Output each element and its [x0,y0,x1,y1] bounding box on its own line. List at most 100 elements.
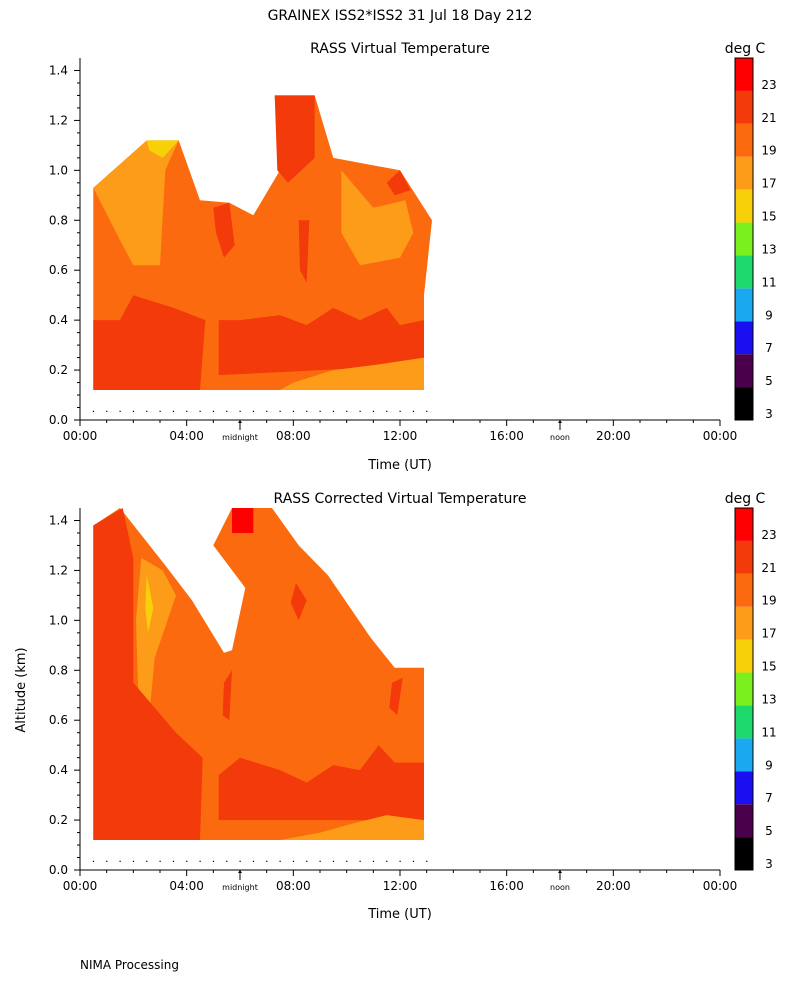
page-title: GRAINEX ISS2*ISS2 31 Jul 18 Day 212 [268,8,533,24]
colorbar-segment [735,288,753,322]
colorbar-segment [735,606,753,640]
sample-dot [399,860,401,862]
colorbar-segment [735,804,753,838]
sample-dot [399,410,401,412]
sample-dot [252,860,255,862]
sample-dot [92,410,95,412]
colorbar-segment [735,123,753,157]
colorbar-frame [734,57,754,421]
contour-region [213,202,235,258]
sample-dot [412,860,415,862]
sample-dot [372,410,375,412]
colorbar-tick-label: 13 [761,692,776,706]
time-marker-arrow [238,420,242,423]
y-tick-label: 0.8 [49,663,68,677]
x-tick-label: 08:00 [276,429,311,443]
contour-region [280,815,424,840]
colorbar-segment [735,639,753,673]
colorbar-tick-label: 11 [761,275,776,289]
colorbar-tick-label: 7 [765,791,773,805]
sample-dot [332,410,335,412]
colorbar-tick-label: 21 [761,561,776,575]
x-tick-label: 08:00 [276,879,311,893]
sample-dot [212,410,215,412]
time-marker-label: midnight [222,883,258,892]
y-tick-label: 1.2 [49,113,68,127]
sample-dot [266,860,268,862]
y-tick-label: 1.0 [49,613,68,627]
colorbar-tick-label: 17 [761,177,776,191]
sample-dot [172,410,175,412]
sample-dot [199,860,201,862]
contour-region [341,170,414,266]
colorbar-tick-label: 17 [761,627,776,641]
colorbar-segment [735,705,753,739]
sample-dot [199,410,201,412]
colorbar-tick-label: 3 [765,857,773,871]
contour-region [222,670,232,721]
colorbar-tick-label: 23 [761,78,776,92]
colorbar-segment [735,58,753,91]
colorbar-segment [735,354,753,388]
colorbar-segment [735,156,753,190]
sample-dot [159,860,161,862]
sample-dot [186,860,188,862]
sample-dot [132,860,135,862]
sample-dot [106,410,108,412]
sample-dot [306,410,308,412]
sample-dot [306,860,308,862]
sample-dot [346,860,348,862]
colorbar-segment [735,222,753,256]
colorbar-tick-label: 19 [761,594,776,608]
x-tick-label: 00:00 [703,429,738,443]
sample-dot [346,410,348,412]
colorbar-segment [735,508,753,541]
y-tick-label: 0.2 [49,363,68,377]
x-tick-label: 20:00 [596,879,631,893]
sample-dot [186,410,188,412]
sample-dot [146,860,148,862]
time-marker-arrow [558,870,562,873]
x-tick-label: 00:00 [63,429,98,443]
colorbar-unit-label: deg C [725,491,766,507]
y-tick-label: 0.6 [49,713,68,727]
sample-dot [319,410,321,412]
contour-region [145,575,154,633]
sample-dot [252,410,255,412]
sample-dot [426,860,428,862]
contour-region [389,677,403,716]
sample-dot [159,410,161,412]
sample-dot [372,860,375,862]
time-marker-label: midnight [222,433,258,442]
contour-region [290,582,307,621]
colorbar-tick-label: 19 [761,144,776,158]
y-tick-label: 1.2 [49,563,68,577]
x-tick-label: 00:00 [703,879,738,893]
x-tick-label: 16:00 [489,429,524,443]
x-tick-label: 04:00 [169,429,204,443]
sample-dot [172,860,175,862]
x-axis-label: Time (UT) [367,907,432,922]
sample-dot [226,860,228,862]
sample-dot [292,860,295,862]
colorbar-segment [735,738,753,772]
sample-dot [359,860,361,862]
chart-title: RASS Virtual Temperature [310,41,490,57]
sample-dot [319,860,321,862]
contour-region [386,170,411,196]
colorbar-tick-label: 15 [761,660,776,674]
sample-dot [119,410,121,412]
contour-region [232,508,254,533]
colorbar-frame [734,507,754,871]
y-tick-label: 1.4 [49,513,68,527]
colorbar-tick-label: 9 [765,758,773,772]
y-tick-label: 0.4 [49,313,68,327]
sample-dot [332,860,335,862]
contour-region [280,357,424,390]
colorbar-tick-label: 7 [765,341,773,355]
sample-dot [226,410,228,412]
sample-dot [212,860,215,862]
colorbar-tick-label: 5 [765,824,773,838]
contour-region [218,307,424,376]
